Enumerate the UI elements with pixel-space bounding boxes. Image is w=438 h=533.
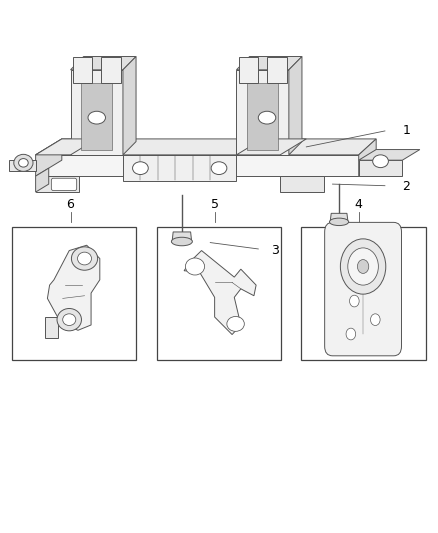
Polygon shape [330,213,348,220]
Polygon shape [172,232,191,240]
Ellipse shape [211,162,227,174]
Text: 2: 2 [403,180,410,193]
Polygon shape [237,70,289,155]
Polygon shape [71,56,136,70]
Text: 5: 5 [211,198,219,211]
Bar [157,227,282,360]
Polygon shape [239,56,258,83]
Polygon shape [123,155,237,181]
Text: 6: 6 [67,198,74,211]
Ellipse shape [171,237,192,246]
Polygon shape [184,251,256,335]
Polygon shape [280,176,324,192]
Polygon shape [35,155,359,176]
Polygon shape [247,83,278,150]
Ellipse shape [371,314,380,326]
Polygon shape [73,56,92,83]
Polygon shape [35,176,79,192]
Polygon shape [101,56,121,83]
FancyBboxPatch shape [51,178,77,190]
Polygon shape [35,139,97,155]
Ellipse shape [63,314,76,326]
Polygon shape [35,139,376,155]
Polygon shape [267,56,287,83]
Polygon shape [71,70,123,155]
Ellipse shape [133,162,148,174]
Ellipse shape [57,309,81,331]
Polygon shape [123,56,136,155]
Polygon shape [81,83,112,150]
Ellipse shape [18,159,28,167]
Polygon shape [10,160,35,171]
Ellipse shape [329,218,349,225]
Polygon shape [35,168,49,192]
Polygon shape [289,56,302,155]
Polygon shape [359,150,420,160]
Ellipse shape [227,317,244,332]
Ellipse shape [357,260,369,273]
Bar [301,227,426,360]
Ellipse shape [346,328,356,340]
Ellipse shape [340,239,386,294]
Polygon shape [45,317,58,338]
Ellipse shape [350,295,359,307]
Ellipse shape [258,111,276,124]
Polygon shape [47,245,100,330]
Bar [12,227,136,360]
Polygon shape [359,139,376,176]
Text: 1: 1 [403,124,410,138]
Ellipse shape [14,155,33,171]
Text: 3: 3 [272,244,279,257]
Ellipse shape [373,155,389,167]
Ellipse shape [78,252,92,265]
Ellipse shape [71,247,98,270]
FancyBboxPatch shape [325,222,402,356]
Ellipse shape [88,111,106,124]
Polygon shape [237,139,306,155]
Ellipse shape [348,248,378,285]
Polygon shape [359,160,403,176]
Text: 4: 4 [355,198,363,211]
Ellipse shape [185,258,205,275]
Polygon shape [35,139,62,176]
Polygon shape [237,56,302,70]
